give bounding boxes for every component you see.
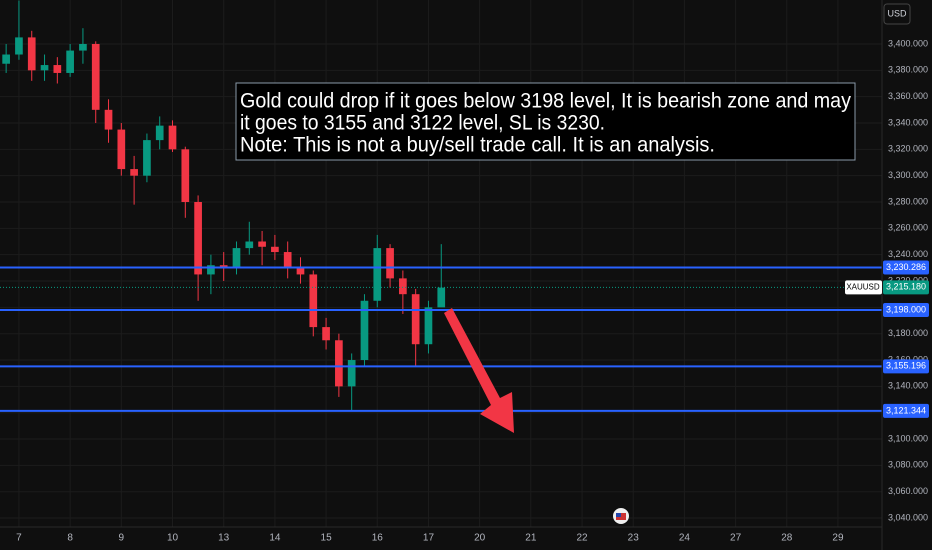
currency: USD [887, 8, 907, 18]
level-label: 3,198.000 [886, 304, 926, 314]
candle-body [283, 252, 292, 268]
candle-body [130, 169, 138, 176]
candle-body [143, 140, 151, 176]
candle-body [335, 340, 343, 387]
y-tick-label: 3,400.000 [888, 38, 928, 48]
annotation-line: Note: This is not a buy/sell trade call.… [240, 134, 715, 157]
candle-body [194, 202, 202, 275]
y-tick-label: 3,100.000 [888, 433, 928, 443]
x-tick-label: 24 [679, 533, 691, 544]
y-tick-label: 3,340.000 [888, 117, 928, 127]
candle-body [79, 43, 87, 51]
candle-body [181, 149, 190, 203]
y-tick-label: 3,060.000 [888, 486, 928, 496]
y-tick-label: 3,280.000 [888, 196, 928, 206]
x-tick-label: 16 [372, 533, 384, 544]
candle-body [117, 129, 126, 170]
candle-body [437, 287, 446, 308]
y-tick-label: 3,240.000 [888, 249, 928, 259]
x-tick-label: 20 [474, 533, 486, 544]
candle-body [104, 109, 113, 130]
plot [0, 0, 882, 412]
candle-body [424, 307, 433, 345]
x-tick-label: 29 [832, 533, 844, 544]
x-tick-label: 10 [167, 533, 179, 544]
last-price-label: 3,215.180 [886, 282, 926, 292]
candle-body [347, 360, 356, 387]
x-tick-label: 22 [576, 533, 588, 544]
candle-body [271, 246, 279, 253]
x-tick-label: 13 [218, 533, 230, 544]
candle-body [386, 248, 394, 279]
candle-body [168, 125, 177, 150]
candle-body [399, 278, 407, 295]
annotation-line: it goes to 3155 and 3122 level, SL is 32… [240, 112, 605, 135]
level-label-bg [883, 302, 929, 317]
x-tick-label: 9 [119, 533, 125, 544]
level-label-bg [883, 260, 929, 275]
x-tick-label: 17 [423, 533, 435, 544]
candle-body [53, 65, 62, 73]
candle-body [245, 241, 254, 249]
candle-body [322, 327, 330, 341]
candle-body [296, 267, 305, 275]
y-tick-label: 3,260.000 [888, 223, 928, 233]
event-flag[interactable] [613, 508, 629, 524]
x-tick-label: 21 [525, 533, 537, 544]
candle-body [91, 43, 100, 110]
annotation-line: Gold could drop if it goes below 3198 le… [240, 90, 851, 113]
level-label: 3,155.196 [886, 361, 926, 371]
annotation-box [235, 82, 856, 161]
level-label: 3,121.344 [886, 405, 926, 415]
y-tick-label: 3,380.000 [888, 65, 928, 75]
currency-box[interactable] [883, 3, 911, 25]
candle-body [2, 54, 10, 64]
y-tick-label: 3,040.000 [888, 512, 928, 522]
y-tick-label: 3,180.000 [888, 328, 928, 338]
y-tick-label: 3,140.000 [888, 381, 928, 391]
y-tick-label: 3,360.000 [888, 91, 928, 101]
x-tick-label: 14 [269, 533, 281, 544]
candle-body [411, 294, 420, 345]
candle-body [66, 50, 74, 73]
y-tick-label: 3,320.000 [888, 144, 928, 154]
x-tick-label: 7 [16, 533, 22, 544]
x-tick-label: 23 [628, 533, 640, 544]
last-price-bg [883, 280, 929, 295]
candle-body [207, 265, 215, 275]
candle-body [373, 248, 382, 301]
x-tick-label: 28 [781, 533, 793, 544]
level-label-bg [883, 359, 929, 374]
symbol-tag-bg [845, 280, 882, 295]
arrow [444, 308, 514, 433]
y-tick-label: 3,080.000 [888, 460, 928, 470]
level-label: 3,230.286 [886, 262, 926, 272]
x-tick-label: 8 [67, 533, 73, 544]
symbol-tag: XAUUSD [846, 282, 880, 291]
candle-body [360, 300, 369, 361]
candle-body [155, 125, 164, 141]
level-label-bg [883, 403, 929, 418]
candle-body [15, 37, 23, 55]
candle-body [27, 37, 36, 71]
x-tick-label: 15 [321, 533, 333, 544]
candle-body [232, 248, 241, 268]
y-tick-label: 3,300.000 [888, 170, 928, 180]
candle-body [40, 65, 49, 71]
x-tick-label: 27 [730, 533, 742, 544]
candle-body [258, 241, 266, 247]
candle-body [309, 274, 318, 328]
